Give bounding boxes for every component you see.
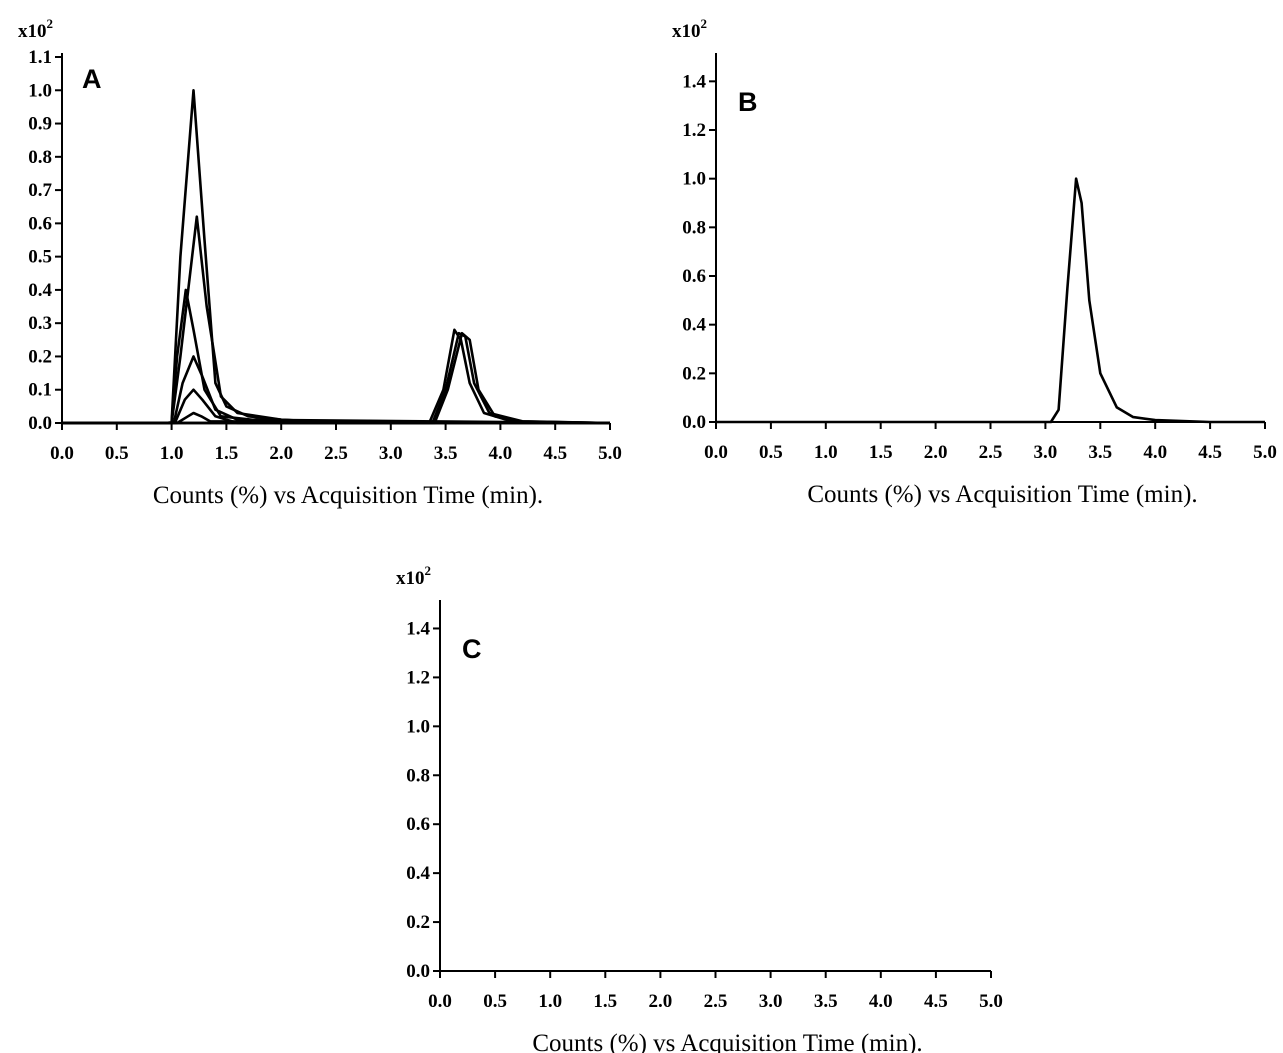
panel-c: 0.0 0.2 0.4 0.6 0.8 1.0 1.2 1.4 0.0 0.5 1.0 1.5 2.0 2… bbox=[396, 563, 1003, 1053]
y-scale-label: x102 bbox=[396, 563, 431, 589]
x-tick-label: 2.5 bbox=[979, 442, 1003, 463]
x-tick-label: 3.5 bbox=[1088, 442, 1112, 463]
x-tick-label: 1.0 bbox=[160, 443, 184, 464]
y-tick-label: 0.2 bbox=[682, 363, 706, 384]
y-tick-label: 0.2 bbox=[406, 912, 430, 933]
y-tick-label: 0.4 bbox=[406, 863, 430, 884]
x-tick-label: 4.0 bbox=[1143, 442, 1167, 463]
y-scale-exponent: 2 bbox=[701, 16, 708, 31]
x-tick-label: 4.0 bbox=[489, 443, 513, 464]
x-tick-label: 1.5 bbox=[593, 991, 617, 1012]
panel-a: 0.0 0.1 0.2 0.3 0.4 0.5 0.6 0.7 0.8 0.9 1.0 1.1 0.0 0… bbox=[18, 16, 622, 509]
y-tick-label: 1.4 bbox=[682, 71, 706, 92]
x-tick-label: 1.5 bbox=[869, 442, 893, 463]
y-tick-label: 1.2 bbox=[406, 667, 430, 688]
x-tick-label: 0.5 bbox=[105, 443, 129, 464]
y-tick-label: 0.2 bbox=[28, 346, 52, 367]
y-tick-label: 0.1 bbox=[28, 380, 52, 401]
x-tick-label: 4.0 bbox=[869, 991, 893, 1012]
x-tick-label: 0.5 bbox=[483, 991, 507, 1012]
series-line bbox=[716, 177, 1265, 424]
y-tick-label: 0.7 bbox=[28, 180, 52, 201]
panel-b: 0.0 0.2 0.4 0.6 0.8 1.0 1.2 1.4 0.0 0.5 1.0 1.5 2.0 2… bbox=[672, 16, 1277, 508]
y-tick-label: 0.0 bbox=[406, 961, 430, 982]
x-tick-label: 1.0 bbox=[538, 991, 562, 1012]
x-tick-label: 1.5 bbox=[215, 443, 239, 464]
y-tick-label: 0.6 bbox=[682, 266, 706, 287]
y-scale-exponent: 2 bbox=[47, 16, 54, 31]
y-tick-label: 0.8 bbox=[28, 147, 52, 168]
y-tick-label: 0.8 bbox=[406, 765, 430, 786]
y-tick-label: 0.0 bbox=[28, 413, 52, 434]
x-tick-label: 3.0 bbox=[759, 991, 783, 1012]
x-tick-label: 2.0 bbox=[269, 443, 293, 464]
x-tick-label: 2.5 bbox=[704, 991, 728, 1012]
x-tick-label: 5.0 bbox=[1253, 442, 1277, 463]
y-tick-label: 0.4 bbox=[682, 315, 706, 336]
y-tick-label: 0.3 bbox=[28, 313, 52, 334]
x-tick-label: 0.0 bbox=[50, 443, 74, 464]
x-axis-label: Counts (%) vs Acquisition Time (min). bbox=[807, 481, 1197, 508]
x-tick-label: 3.5 bbox=[814, 991, 838, 1012]
y-scale-exponent: 2 bbox=[425, 563, 432, 578]
series-line bbox=[62, 331, 611, 425]
y-scale-label: x102 bbox=[18, 16, 53, 42]
x-tick-label: 3.0 bbox=[379, 443, 403, 464]
x-tick-label: 5.0 bbox=[598, 443, 622, 464]
series-line bbox=[62, 388, 610, 425]
x-tick-label: 4.5 bbox=[1198, 442, 1222, 463]
x-tick-label: 0.5 bbox=[759, 442, 783, 463]
panel-letter: B bbox=[738, 87, 758, 117]
series-line bbox=[62, 331, 611, 425]
y-tick-label: 1.1 bbox=[28, 47, 52, 68]
y-tick-label: 1.0 bbox=[682, 169, 706, 190]
y-tick-label: 0.6 bbox=[406, 814, 430, 835]
y-tick-label: 0.9 bbox=[28, 114, 52, 135]
x-tick-label: 0.0 bbox=[428, 991, 452, 1012]
y-tick-label: 1.0 bbox=[28, 80, 52, 101]
x-tick-label: 0.0 bbox=[704, 442, 728, 463]
y-tick-label: 0.5 bbox=[28, 247, 52, 268]
x-tick-label: 1.0 bbox=[814, 442, 838, 463]
x-tick-label: 3.5 bbox=[434, 443, 458, 464]
x-axis-label: Counts (%) vs Acquisition Time (min). bbox=[153, 482, 543, 509]
series-line bbox=[62, 355, 611, 425]
x-tick-label: 4.5 bbox=[543, 443, 567, 464]
series-line bbox=[62, 328, 611, 425]
x-tick-label: 2.0 bbox=[924, 442, 948, 463]
series-line bbox=[62, 215, 610, 425]
x-tick-label: 2.5 bbox=[324, 443, 348, 464]
series-line bbox=[62, 288, 610, 425]
y-tick-label: 1.4 bbox=[406, 618, 430, 639]
x-tick-label: 5.0 bbox=[979, 991, 1003, 1012]
y-tick-label: 0.0 bbox=[682, 412, 706, 433]
y-scale-label: x102 bbox=[672, 16, 707, 42]
series-line bbox=[62, 89, 610, 425]
x-tick-label: 3.0 bbox=[1034, 442, 1058, 463]
x-tick-label: 2.0 bbox=[649, 991, 673, 1012]
y-tick-label: 1.0 bbox=[406, 716, 430, 737]
y-tick-label: 1.2 bbox=[682, 120, 706, 141]
y-tick-label: 0.6 bbox=[28, 213, 52, 234]
y-tick-label: 0.8 bbox=[682, 217, 706, 238]
x-axis-label: Counts (%) vs Acquisition Time (min). bbox=[532, 1030, 922, 1053]
panel-letter: A bbox=[82, 64, 102, 94]
y-tick-label: 0.4 bbox=[28, 280, 52, 301]
x-tick-label: 4.5 bbox=[924, 991, 948, 1012]
panel-letter: C bbox=[462, 634, 482, 664]
